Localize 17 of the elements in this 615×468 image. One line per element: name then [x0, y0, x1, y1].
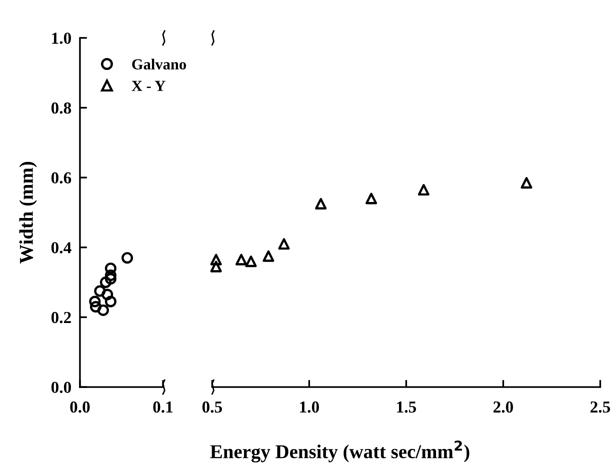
x-tick-label: 0.5 [202, 401, 222, 413]
x-tick-label: 0.0 [70, 401, 90, 413]
y-tick-label: 0.8 [51, 102, 72, 114]
y-tick-label: 0.4 [51, 242, 72, 254]
x-tick-label: 1.0 [300, 401, 319, 413]
x-tick-label: 0.1 [153, 401, 173, 413]
y-tick-label: 0.2 [51, 312, 71, 324]
x-axis-title: Energy Density (watt sec/mm$^{2}$) [210, 440, 470, 462]
x-tick-label: 2.5 [590, 401, 610, 413]
y-tick-label: 0.0 [51, 382, 71, 394]
text: X - Y [132, 80, 166, 91]
x-tick-label: 2.0 [494, 401, 514, 413]
y-tick-label: 1.0 [52, 32, 71, 44]
legend-label: Galvano [132, 58, 186, 70]
y-tick-label: 0.6 [51, 172, 72, 184]
y-axis-title: Width (mm) [19, 162, 37, 264]
x-tick-label: 1.5 [397, 401, 416, 413]
